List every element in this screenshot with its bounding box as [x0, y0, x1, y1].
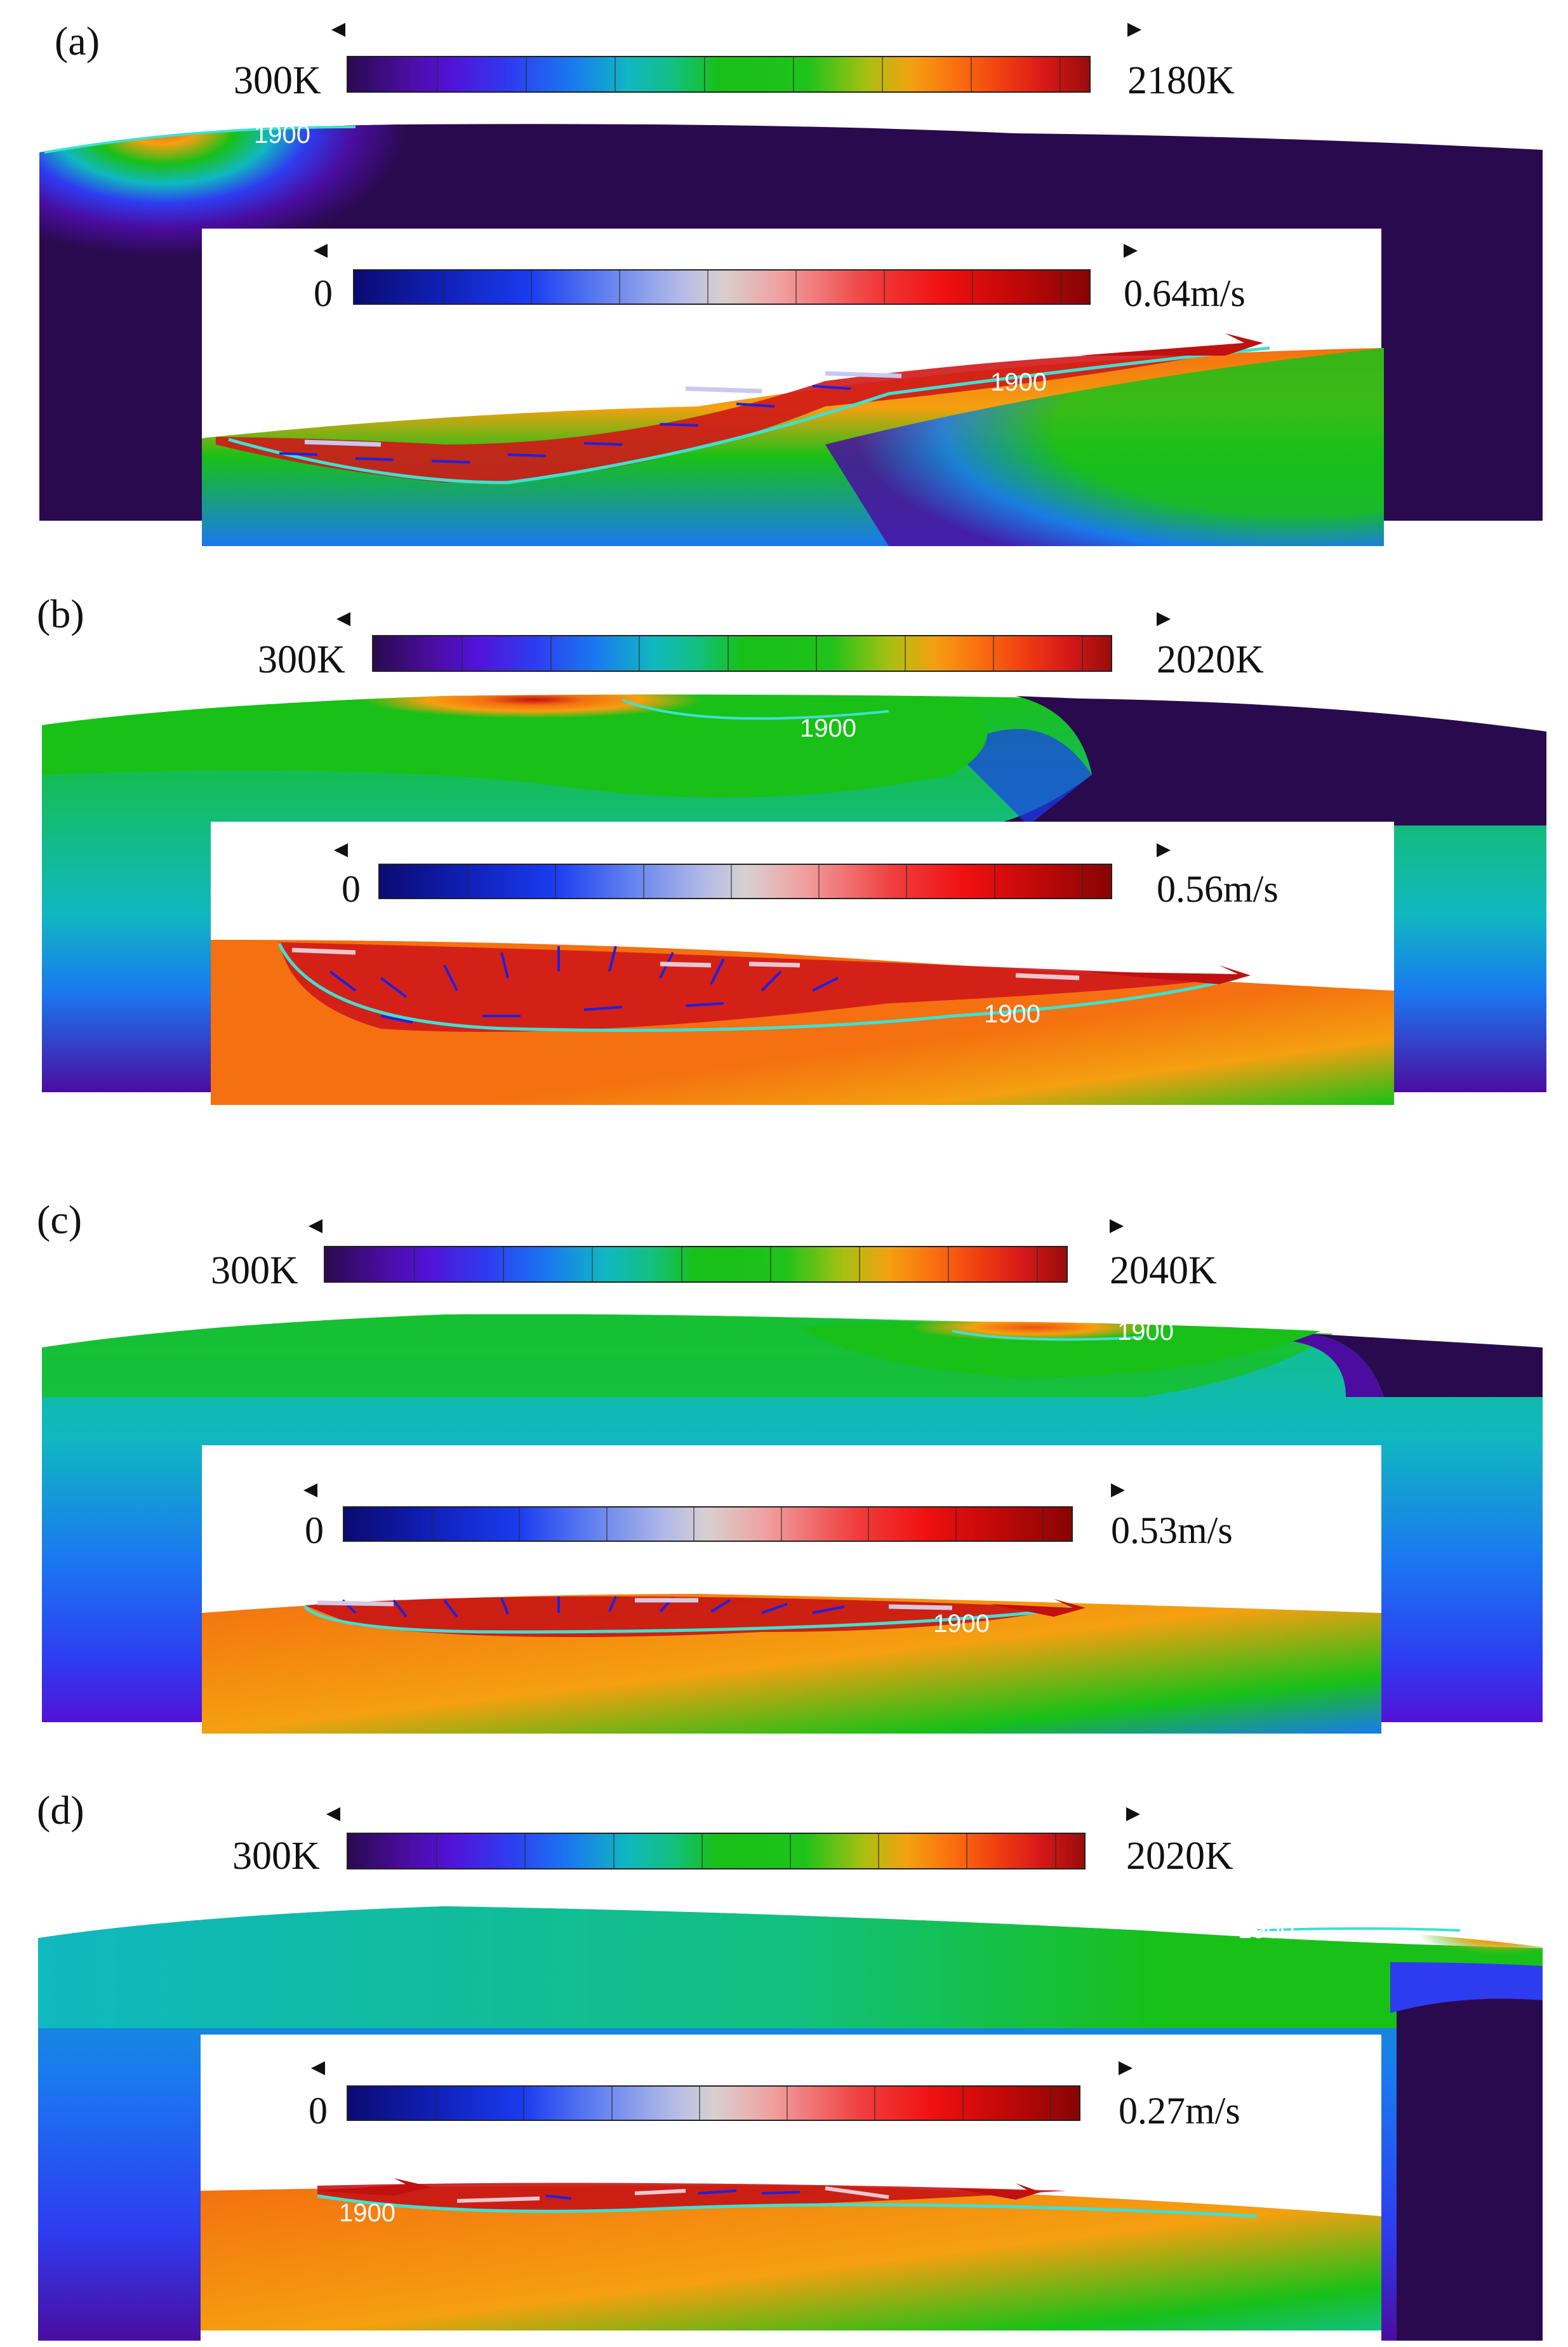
temperature-colorbar	[324, 1246, 1068, 1283]
colorbar-max-arrow-icon	[1119, 2061, 1133, 2075]
colorbar-min-arrow-icon	[336, 612, 350, 626]
colorbar-max-arrow-icon	[1157, 843, 1171, 857]
temperature-min-label: 300K	[258, 638, 345, 681]
colorbar-max-arrow-icon	[1124, 244, 1138, 258]
velocity-min-label: 0	[309, 2090, 328, 2132]
temperature-field: 1900 1900	[39, 121, 1543, 572]
contour-line	[303, 1605, 1073, 1634]
panel-label: (b)	[37, 591, 84, 636]
colorbar-max-arrow-icon	[1110, 1219, 1124, 1233]
contour-label-inset: 1900	[990, 368, 1047, 396]
colorbar-max-arrow-icon	[1126, 1807, 1140, 1821]
colorbar-min-arrow-icon	[311, 2061, 325, 2075]
temperature-field: 1900 1900	[42, 694, 1546, 1156]
contour-label-top: 1900	[1238, 1916, 1294, 1944]
velocity-colorbar	[378, 864, 1112, 899]
contour-line	[277, 942, 1239, 1032]
temperature-max-label: 2040K	[1110, 1249, 1217, 1292]
panel-a: (a) 300K 2180K	[0, 0, 1568, 572]
temperature-colorbar	[347, 1833, 1086, 1869]
velocity-max-label: 0.64m/s	[1124, 272, 1246, 314]
velocity-min-label: 0	[314, 272, 333, 314]
colorbar-max-arrow-icon	[1127, 23, 1141, 37]
temperature-min-label: 300K	[211, 1249, 298, 1292]
contour-line	[228, 346, 1270, 485]
panel-label: (a)	[55, 18, 100, 64]
colorbar-min-arrow-icon	[303, 1483, 317, 1497]
panel-label: (c)	[37, 1197, 83, 1242]
colorbar-max-arrow-icon	[1157, 612, 1171, 626]
contour-label-inset: 1900	[339, 2199, 395, 2227]
temperature-min-label: 300K	[234, 59, 321, 102]
contour-label-top: 1900	[254, 121, 310, 149]
velocity-min-label: 0	[342, 868, 361, 910]
velocity-max-label: 0.27m/s	[1119, 2090, 1240, 2132]
colorbar-min-arrow-icon	[314, 244, 328, 258]
temperature-colorbar	[347, 56, 1091, 93]
colorbar-min-arrow-icon	[309, 1219, 322, 1233]
contour-label-top: 1900	[800, 714, 856, 742]
contour-label-top: 1900	[1117, 1318, 1174, 1346]
velocity-min-label: 0	[305, 1509, 324, 1551]
panel-d: (d) 300K 2020K	[0, 1772, 1568, 2343]
velocity-colorbar	[353, 269, 1091, 305]
velocity-colorbar	[343, 1506, 1073, 1542]
temperature-max-label: 2020K	[1157, 638, 1264, 681]
contour-label-inset: 1900	[984, 1000, 1040, 1028]
colorbar-min-arrow-icon	[326, 1807, 340, 1821]
colorbar-min-arrow-icon	[334, 843, 348, 857]
colorbar-min-arrow-icon	[331, 23, 345, 37]
contour-label-inset: 1900	[933, 1610, 990, 1638]
temperature-field: 1900 1900	[38, 1906, 1543, 2341]
velocity-max-label: 0.53m/s	[1111, 1509, 1233, 1551]
velocity-colorbar	[347, 2085, 1080, 2121]
panel-b: (b) 300K 2020K	[0, 584, 1568, 1156]
colorbar-max-arrow-icon	[1111, 1483, 1125, 1497]
temperature-min-label: 300K	[232, 1835, 320, 1878]
temperature-max-label: 2180K	[1127, 59, 1235, 102]
velocity-max-label: 0.56m/s	[1157, 868, 1279, 910]
temperature-field: 1900 1900	[42, 1314, 1543, 1744]
temperature-colorbar	[372, 635, 1112, 672]
contour-line	[317, 2194, 1258, 2218]
temperature-max-label: 2020K	[1126, 1835, 1233, 1878]
panel-label: (d)	[37, 1788, 84, 1833]
panel-c: (c) 300K 2040K	[0, 1187, 1568, 1759]
